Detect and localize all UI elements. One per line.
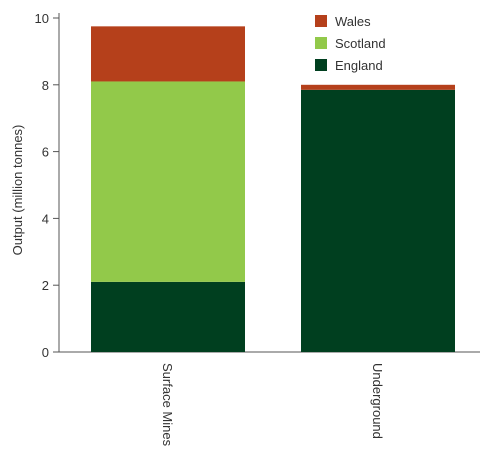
x-tick-label: Underground <box>370 363 385 439</box>
bar-segment-england <box>301 89 455 352</box>
bar-segment-england <box>91 281 245 352</box>
x-tick-labels: Surface Mines Underground <box>160 363 385 447</box>
legend-label-wales: Wales <box>335 14 371 29</box>
y-axis-label: Output (million tonnes) <box>10 125 25 256</box>
x-tick-label: Surface Mines <box>160 363 175 447</box>
bar-segment-wales <box>91 26 245 82</box>
y-tick-label: 4 <box>42 211 49 226</box>
legend-swatch-england <box>315 59 327 71</box>
y-tick-label: 8 <box>42 78 49 93</box>
bar-segment-wales <box>301 84 455 90</box>
legend-label-scotland: Scotland <box>335 36 386 51</box>
bars <box>91 26 455 352</box>
y-tick-label: 2 <box>42 278 49 293</box>
bar-segment-scotland <box>91 81 245 282</box>
y-tick-label: 10 <box>35 11 49 26</box>
legend: Wales Scotland England <box>315 14 386 73</box>
y-tick-label: 0 <box>42 345 49 360</box>
y-tick-label: 6 <box>42 145 49 160</box>
legend-swatch-wales <box>315 15 327 27</box>
legend-label-england: England <box>335 58 383 73</box>
legend-swatch-scotland <box>315 37 327 49</box>
